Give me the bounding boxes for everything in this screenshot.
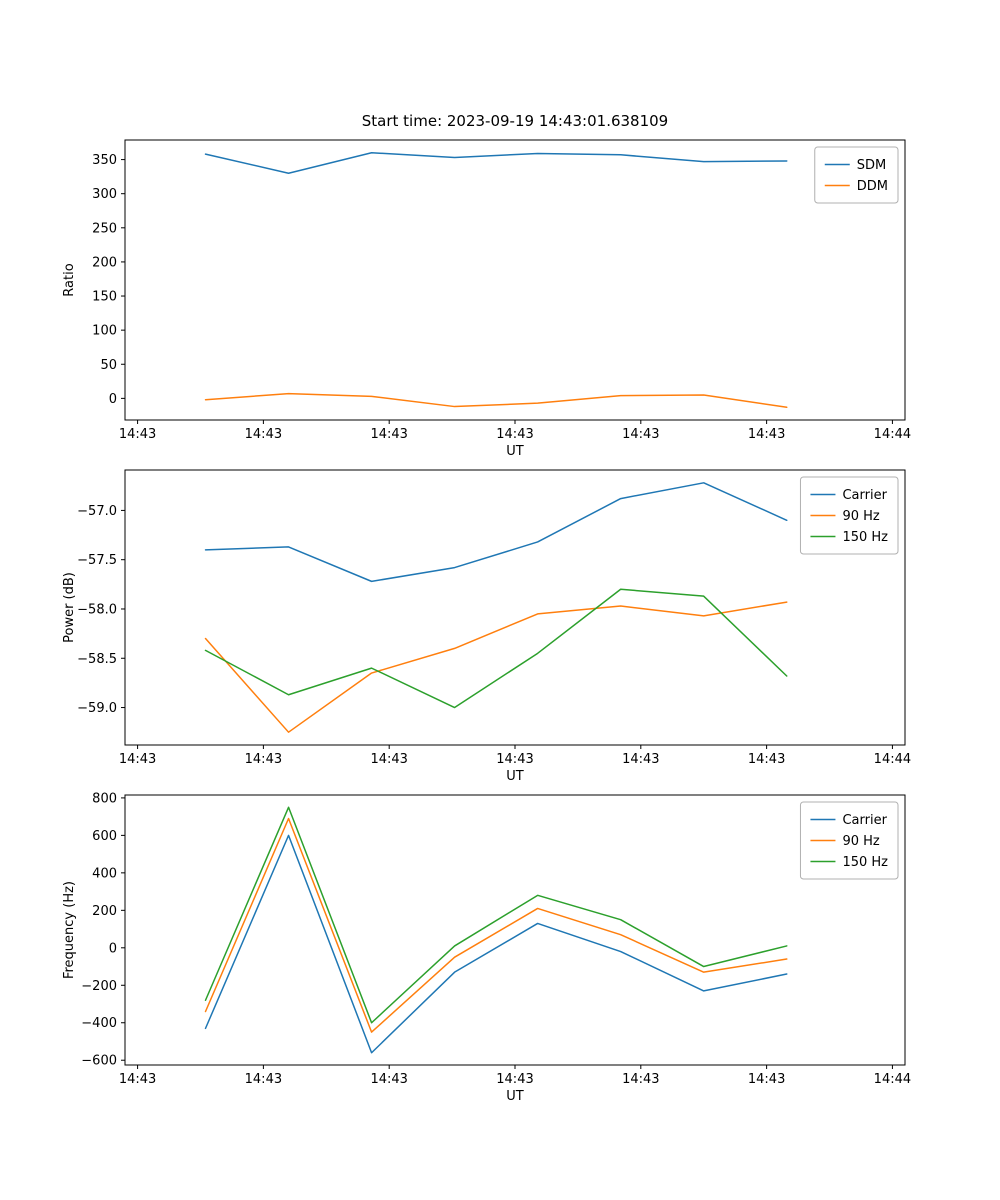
plot-border	[124, 469, 906, 746]
x-tick-label: 14:43	[622, 752, 659, 767]
x-tick-label: 14:44	[874, 1072, 911, 1087]
y-tick-label: 300	[92, 187, 117, 202]
figure-title: Start time: 2023-09-19 14:43:01.638109	[361, 112, 669, 130]
series-line-150-hz	[204, 588, 788, 709]
y-tick-label: −59.0	[77, 701, 117, 716]
legend: Carrier 90 Hz 150 Hz	[799, 801, 899, 880]
y-tick-label: 800	[92, 791, 117, 806]
x-axis-label: UT	[506, 1089, 524, 1104]
x-tick-label: 14:43	[370, 1072, 407, 1087]
series-line-150-hz	[204, 806, 788, 1024]
x-tick-label: 14:43	[119, 1072, 156, 1087]
series-line-sdm	[204, 152, 788, 174]
y-tick-label: 400	[92, 866, 117, 881]
legend-label: Carrier	[842, 488, 887, 503]
legend-box	[799, 801, 899, 880]
chart-ratio: 0 50 100 150 200 250 300 350 14:43 14:43 14:43 14:4…	[62, 139, 911, 459]
y-tick-label: −400	[81, 1016, 117, 1031]
x-tick-label: 14:43	[748, 427, 785, 442]
legend-box	[799, 476, 899, 555]
y-tick-label: 350	[92, 153, 117, 168]
legend-label: 90 Hz	[842, 509, 879, 524]
legend: SDM DDM	[814, 146, 899, 204]
y-tick-label: 250	[92, 221, 117, 236]
x-tick-label: 14:44	[874, 752, 911, 767]
x-tick-label: 14:43	[622, 1072, 659, 1087]
y-axis-label: Frequency (Hz)	[62, 881, 77, 979]
x-tick-label: 14:43	[496, 427, 533, 442]
y-tick-label: 0	[109, 392, 117, 407]
legend-box	[814, 146, 899, 204]
y-axis-label: Power (dB)	[62, 572, 77, 643]
x-tick-label: 14:43	[119, 427, 156, 442]
x-tick-label: 14:43	[245, 427, 282, 442]
x-axis-label: UT	[506, 769, 524, 784]
x-tick-label: 14:43	[245, 1072, 282, 1087]
series-line-ddm	[204, 392, 788, 408]
plot-border	[124, 794, 906, 1066]
series-line-carrier	[204, 482, 788, 583]
x-tick-label: 14:44	[874, 427, 911, 442]
y-tick-label: −57.5	[77, 553, 117, 568]
x-tick-label: 14:43	[496, 1072, 533, 1087]
legend-label: 90 Hz	[842, 834, 879, 849]
y-tick-label: −57.0	[77, 504, 117, 519]
x-tick-label: 14:43	[119, 752, 156, 767]
chart-frequency: −600 −400 −200 0 200 400 600 800 14:43 14:43 14:43…	[62, 791, 911, 1104]
x-tick-label: 14:43	[370, 427, 407, 442]
x-tick-label: 14:43	[748, 752, 785, 767]
y-tick-label: −600	[81, 1054, 117, 1069]
legend-label: 150 Hz	[842, 530, 888, 545]
legend-label: 150 Hz	[842, 855, 888, 870]
y-tick-label: 100	[92, 324, 117, 339]
y-tick-label: 200	[92, 255, 117, 270]
legend-label: SDM	[857, 158, 886, 173]
legend-label: DDM	[857, 179, 888, 194]
y-tick-label: 50	[100, 358, 117, 373]
x-tick-label: 14:43	[748, 1072, 785, 1087]
legend-label: Carrier	[842, 813, 887, 828]
legend: Carrier 90 Hz 150 Hz	[799, 476, 899, 555]
x-tick-label: 14:43	[245, 752, 282, 767]
y-tick-label: 200	[92, 904, 117, 919]
x-axis-label: UT	[506, 444, 524, 459]
x-tick-label: 14:43	[496, 752, 533, 767]
y-axis-label: Ratio	[62, 263, 77, 296]
plot-border	[124, 139, 906, 421]
x-tick-label: 14:43	[370, 752, 407, 767]
series-line-90-hz	[204, 817, 788, 1033]
y-tick-label: −200	[81, 979, 117, 994]
series-line-carrier	[204, 834, 788, 1054]
y-tick-label: 0	[109, 941, 117, 956]
series-line-90-hz	[204, 601, 788, 733]
y-tick-label: −58.0	[77, 602, 117, 617]
x-tick-label: 14:43	[622, 427, 659, 442]
chart-power: −59.0 −58.5 −58.0 −57.5 −57.0 14:43 14:43 14:43…	[62, 469, 911, 784]
y-tick-label: 600	[92, 829, 117, 844]
y-tick-label: 150	[92, 290, 117, 305]
y-tick-label: −58.5	[77, 652, 117, 667]
